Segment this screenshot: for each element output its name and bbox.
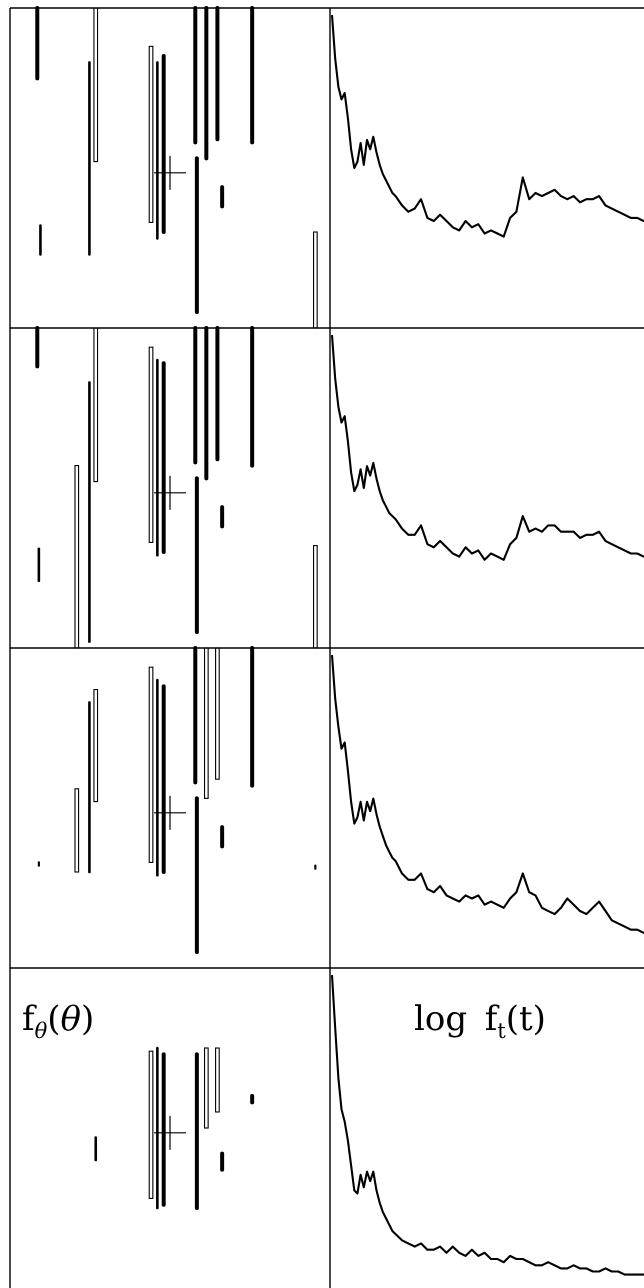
log-ft-series-line: [330, 335, 644, 561]
center-cross-marker: [154, 475, 186, 510]
theta-spike: [148, 1050, 154, 1199]
theta-spike: [74, 788, 80, 873]
panels: fθ(θ) log ft(t): [22, 6, 644, 1276]
theta-plot: [35, 326, 318, 649]
theta-spike: [215, 647, 220, 780]
panel-4: fθ(θ) log ft(t): [22, 975, 644, 1276]
center-cross-marker: [154, 1115, 186, 1150]
theta-spike: [313, 545, 318, 649]
log-ft-series-line: [330, 975, 644, 1276]
log-ft-series-line: [330, 15, 644, 238]
theta-spike: [93, 327, 99, 483]
theta-spike: [203, 1047, 209, 1129]
theta-spike: [148, 346, 154, 543]
theta-plot: [94, 1046, 255, 1210]
panel-1: [35, 6, 644, 329]
theta-plot: [35, 6, 318, 329]
theta-spike: [93, 7, 99, 163]
center-cross-marker: [154, 795, 186, 830]
theta-plot: [37, 646, 317, 954]
theta-distribution-label: fθ(θ): [22, 999, 94, 1043]
theta-spike: [313, 231, 318, 329]
theta-spike: [215, 1047, 220, 1113]
theta-spike: [93, 689, 99, 803]
log-ft-distribution-label: log ft(t): [414, 999, 546, 1043]
log-ft-series-line: [330, 655, 644, 934]
panel-3: [37, 646, 644, 954]
theta-spike: [148, 45, 154, 223]
theta-spike: [148, 666, 154, 863]
theta-spike: [74, 465, 80, 649]
center-cross-marker: [154, 155, 186, 190]
figure-frame: [9, 7, 644, 1288]
theta-spike: [203, 647, 209, 799]
panel-2: [35, 326, 644, 649]
